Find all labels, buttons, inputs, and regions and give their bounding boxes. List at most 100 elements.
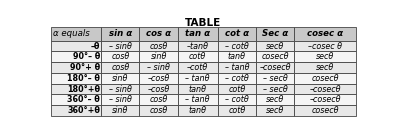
- Text: – cotθ: – cotθ: [225, 42, 249, 51]
- Text: sinθ: sinθ: [150, 52, 167, 61]
- Text: cosθ: cosθ: [150, 95, 168, 104]
- Text: Sec α: Sec α: [262, 29, 288, 38]
- Text: TABLE: TABLE: [185, 18, 222, 28]
- Text: – secθ: – secθ: [263, 85, 287, 94]
- Bar: [218, 27, 256, 41]
- Bar: [101, 73, 139, 84]
- Text: 360°– θ: 360°– θ: [67, 95, 100, 104]
- Text: cotθ: cotθ: [189, 52, 206, 61]
- Bar: [256, 62, 294, 73]
- Text: –tanθ: –tanθ: [187, 42, 209, 51]
- Bar: [178, 62, 218, 73]
- Bar: [256, 84, 294, 94]
- Text: – cotθ: – cotθ: [225, 74, 249, 83]
- Text: 180°– θ: 180°– θ: [67, 74, 100, 83]
- Text: cotθ: cotθ: [228, 106, 245, 115]
- Bar: [178, 94, 218, 105]
- Bar: [256, 41, 294, 51]
- Bar: [294, 41, 356, 51]
- Bar: [218, 73, 256, 84]
- Text: –θ: –θ: [91, 42, 100, 51]
- Text: cosθ: cosθ: [111, 52, 129, 61]
- Bar: [51, 51, 101, 62]
- Text: secθ: secθ: [316, 52, 334, 61]
- Bar: [139, 94, 178, 105]
- Text: –cosθ: –cosθ: [148, 74, 170, 83]
- Bar: [294, 62, 356, 73]
- Text: – tanθ: – tanθ: [185, 74, 210, 83]
- Bar: [178, 73, 218, 84]
- Text: cotθ: cotθ: [228, 85, 245, 94]
- Text: sinθ: sinθ: [112, 74, 129, 83]
- Text: cosθ: cosθ: [150, 106, 168, 115]
- Bar: [101, 94, 139, 105]
- Text: cos α: cos α: [146, 29, 171, 38]
- Text: – sinθ: – sinθ: [109, 95, 132, 104]
- Text: 90°+ θ: 90°+ θ: [70, 63, 100, 72]
- Bar: [294, 51, 356, 62]
- Bar: [51, 94, 101, 105]
- Bar: [178, 41, 218, 51]
- Bar: [218, 105, 256, 116]
- Bar: [139, 51, 178, 62]
- Text: cot α: cot α: [225, 29, 249, 38]
- Bar: [51, 27, 101, 41]
- Bar: [101, 41, 139, 51]
- Text: tan α: tan α: [185, 29, 210, 38]
- Text: sin α: sin α: [109, 29, 132, 38]
- Text: cosθ: cosθ: [111, 63, 129, 72]
- Bar: [294, 27, 356, 41]
- Text: –cotθ: –cotθ: [187, 63, 208, 72]
- Bar: [51, 73, 101, 84]
- Text: – sinθ: – sinθ: [109, 42, 132, 51]
- Text: – sinθ: – sinθ: [147, 63, 170, 72]
- Text: cosθ: cosθ: [150, 42, 168, 51]
- Bar: [51, 105, 101, 116]
- Text: secθ: secθ: [266, 95, 284, 104]
- Bar: [256, 51, 294, 62]
- Bar: [294, 105, 356, 116]
- Text: tanθ: tanθ: [189, 85, 207, 94]
- Bar: [51, 84, 101, 94]
- Bar: [101, 105, 139, 116]
- Bar: [256, 73, 294, 84]
- Text: – secθ: – secθ: [263, 74, 287, 83]
- Text: cosecθ: cosecθ: [261, 52, 289, 61]
- Bar: [294, 94, 356, 105]
- Text: cosecθ: cosecθ: [311, 74, 339, 83]
- Bar: [178, 51, 218, 62]
- Text: –cosθ: –cosθ: [148, 85, 170, 94]
- Text: –cosecθ: –cosecθ: [309, 85, 341, 94]
- Bar: [139, 62, 178, 73]
- Text: tanθ: tanθ: [228, 52, 246, 61]
- Text: 180°+θ: 180°+θ: [67, 85, 100, 94]
- Bar: [101, 84, 139, 94]
- Bar: [139, 73, 178, 84]
- Text: secθ: secθ: [316, 63, 334, 72]
- Text: – sinθ: – sinθ: [109, 85, 132, 94]
- Text: secθ: secθ: [266, 106, 284, 115]
- Bar: [101, 27, 139, 41]
- Text: secθ: secθ: [266, 42, 284, 51]
- Bar: [256, 27, 294, 41]
- Bar: [218, 94, 256, 105]
- Text: 360°+θ: 360°+θ: [67, 106, 100, 115]
- Bar: [101, 62, 139, 73]
- Text: cosec α: cosec α: [307, 29, 343, 38]
- Bar: [101, 51, 139, 62]
- Bar: [139, 105, 178, 116]
- Bar: [218, 41, 256, 51]
- Text: α equals: α equals: [53, 29, 90, 38]
- Text: – cotθ: – cotθ: [225, 95, 249, 104]
- Bar: [139, 84, 178, 94]
- Bar: [178, 27, 218, 41]
- Text: –cosecθ: –cosecθ: [309, 95, 341, 104]
- Bar: [256, 94, 294, 105]
- Bar: [51, 41, 101, 51]
- Bar: [139, 27, 178, 41]
- Bar: [256, 105, 294, 116]
- Text: tanθ: tanθ: [189, 106, 207, 115]
- Text: – tanθ: – tanθ: [185, 95, 210, 104]
- Bar: [139, 41, 178, 51]
- Bar: [294, 73, 356, 84]
